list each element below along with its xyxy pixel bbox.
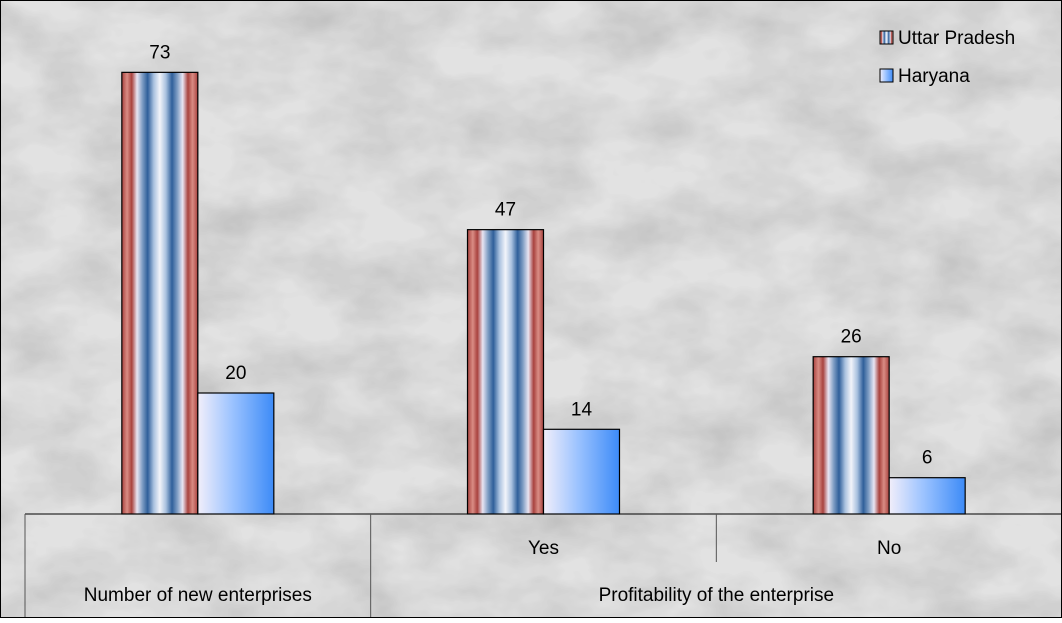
category-group-label: Profitability of the enterprise bbox=[599, 585, 835, 606]
legend-swatch bbox=[879, 68, 894, 83]
category-axis: Yes No Number of new enterprises Profitabil… bbox=[24, 513, 1062, 617]
legend-label: Haryana bbox=[898, 66, 970, 87]
data-label: 20 bbox=[225, 363, 246, 384]
legend-label: Uttar Pradesh bbox=[898, 28, 1015, 49]
data-label: 14 bbox=[571, 399, 593, 420]
legend: Uttar Pradesh Haryana bbox=[879, 28, 1015, 87]
data-label: 73 bbox=[149, 42, 170, 63]
data-labels-layer: 73 47 26 20 14 6 bbox=[149, 42, 932, 468]
category-tick-label: No bbox=[877, 538, 901, 559]
data-label: 26 bbox=[841, 327, 862, 348]
legend-swatch bbox=[879, 30, 894, 45]
bars-layer bbox=[121, 71, 966, 515]
data-label: 6 bbox=[922, 448, 933, 469]
category-group-label: Number of new enterprises bbox=[84, 585, 312, 606]
data-label: 47 bbox=[495, 200, 516, 221]
bar-uttar-pradesh-2 bbox=[812, 356, 890, 515]
bar-uttar-pradesh-1 bbox=[466, 229, 545, 515]
bar-uttar-pradesh-0 bbox=[121, 71, 199, 515]
category-tick-label: Yes bbox=[528, 538, 559, 559]
bar-haryana-0 bbox=[197, 392, 275, 515]
bar-haryana-2 bbox=[888, 477, 966, 515]
bar-haryana-1 bbox=[542, 428, 621, 515]
